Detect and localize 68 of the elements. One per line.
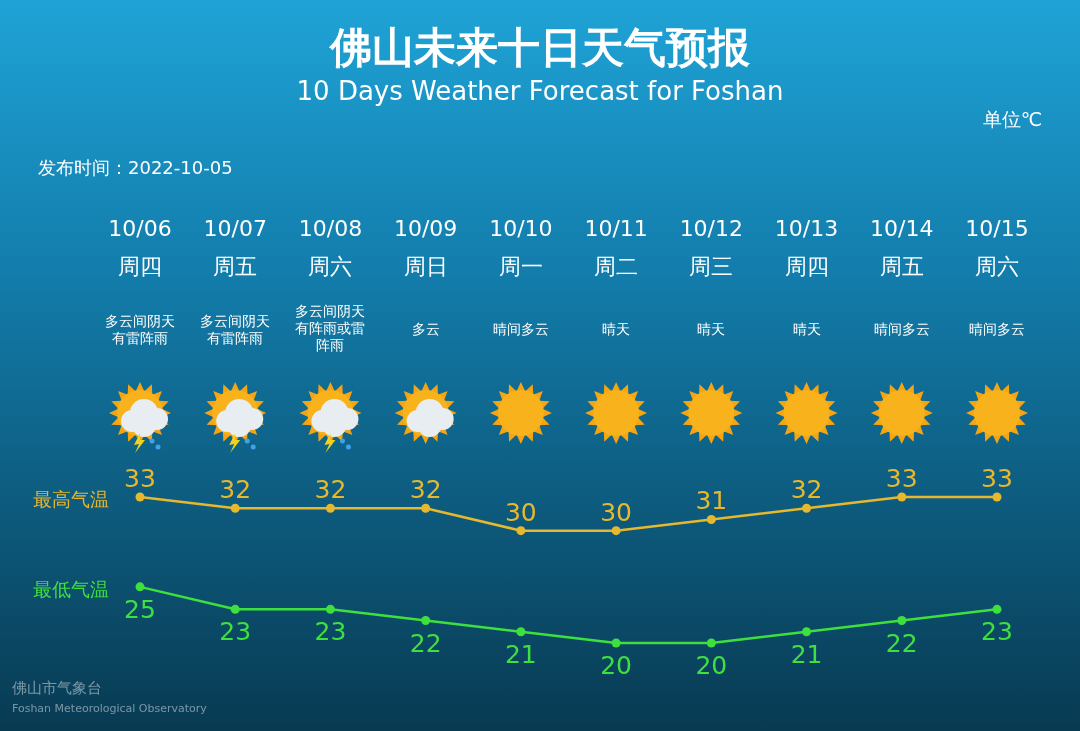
point bbox=[230, 604, 240, 614]
data-label: 20 bbox=[600, 651, 633, 680]
point bbox=[325, 503, 335, 513]
chart-title: 佛山未来十日天气预报 bbox=[328, 23, 751, 72]
point bbox=[706, 638, 716, 648]
data-label: 22 bbox=[409, 628, 442, 658]
x-tick-label: 10/09 周日 bbox=[393, 216, 458, 279]
text: 多云间阴天有阵雨或雷阵雨 bbox=[295, 303, 366, 353]
data-label: 33 bbox=[885, 464, 918, 493]
data-label: 23 bbox=[981, 617, 1013, 647]
x-tick-label: 10/07 周五 bbox=[203, 216, 267, 279]
series-label: 最高气温 bbox=[33, 488, 109, 510]
point bbox=[325, 604, 335, 614]
text: 发布时间：2022-10-05 bbox=[38, 157, 233, 178]
text: 晴间多云 bbox=[969, 321, 1025, 337]
point bbox=[135, 582, 145, 592]
text: 佛山市气象台 bbox=[12, 679, 102, 697]
data-label: 30 bbox=[504, 497, 537, 527]
data-label: 32 bbox=[409, 475, 442, 505]
data-label: 32 bbox=[314, 475, 347, 505]
text: 多云间阴天有雷阵雨 bbox=[105, 313, 175, 346]
chart-subtitle: 10 Days Weather Forecast for Foshan bbox=[296, 76, 784, 106]
point bbox=[516, 627, 526, 637]
text: 多云 bbox=[411, 321, 440, 337]
data-label: 30 bbox=[600, 497, 633, 527]
point bbox=[706, 514, 716, 524]
point bbox=[992, 492, 1002, 502]
point bbox=[802, 503, 812, 513]
x-tick-label: 10/12 周三 bbox=[679, 216, 744, 279]
data-label: 22 bbox=[885, 628, 918, 658]
x-tick-label: 10/08 周六 bbox=[298, 216, 363, 279]
data-label: 32 bbox=[790, 475, 823, 505]
data-label: 21 bbox=[790, 639, 823, 669]
text: 多云间阴天有雷阵雨 bbox=[200, 313, 271, 346]
series-label: 最低气温 bbox=[33, 577, 109, 600]
data-label: 23 bbox=[314, 617, 347, 647]
text: 晴天 bbox=[602, 321, 631, 337]
data-label: 33 bbox=[124, 464, 156, 493]
point bbox=[611, 526, 621, 536]
data-label: 31 bbox=[695, 486, 728, 516]
point bbox=[135, 492, 145, 502]
point bbox=[897, 616, 907, 626]
text: 单位℃ bbox=[982, 108, 1042, 130]
point bbox=[421, 616, 431, 626]
data-label: 25 bbox=[124, 594, 156, 624]
point bbox=[421, 503, 431, 513]
text: 晴天 bbox=[792, 321, 821, 337]
x-tick-label: 10/13 周四 bbox=[774, 216, 839, 279]
data-label: 32 bbox=[219, 475, 252, 505]
point bbox=[230, 503, 240, 513]
text: 晴间多云 bbox=[873, 321, 930, 337]
text: 晴天 bbox=[697, 321, 726, 337]
x-tick-label: 10/11 周二 bbox=[584, 216, 648, 279]
point bbox=[516, 526, 526, 536]
data-label: 23 bbox=[219, 617, 252, 647]
point bbox=[897, 492, 907, 502]
text: Foshan Meteorological Observatory bbox=[12, 702, 208, 715]
data-label: 20 bbox=[695, 651, 728, 680]
point bbox=[611, 638, 621, 648]
point bbox=[802, 627, 812, 637]
x-tick-label: 10/15 周六 bbox=[965, 216, 1029, 279]
x-tick-label: 10/14 周五 bbox=[870, 216, 934, 279]
data-label: 21 bbox=[504, 639, 537, 669]
x-tick-label: 10/06 周四 bbox=[108, 216, 172, 279]
x-tick-label: 10/10 周一 bbox=[489, 216, 553, 279]
data-label: 33 bbox=[981, 464, 1013, 493]
text: 晴间多云 bbox=[492, 321, 549, 337]
point bbox=[992, 604, 1002, 614]
